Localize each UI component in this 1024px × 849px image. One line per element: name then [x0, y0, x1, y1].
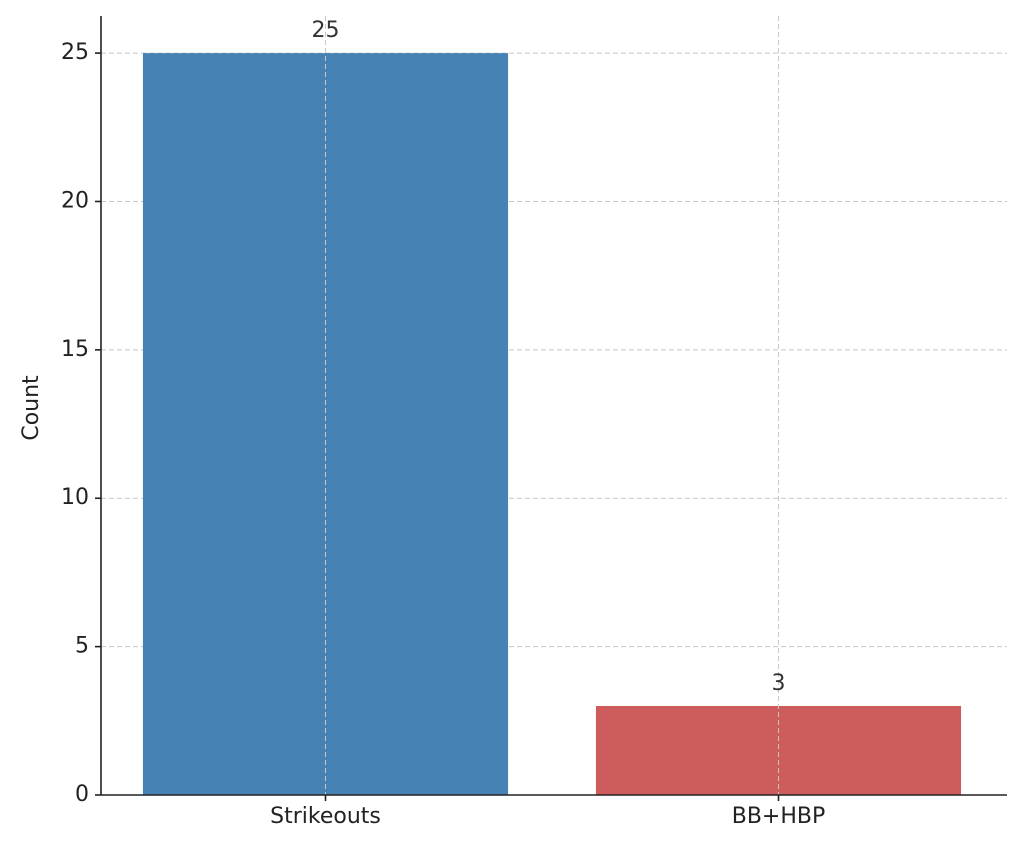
y-axis-label: Count — [19, 375, 44, 441]
y-tick-label: 25 — [61, 40, 89, 65]
bars — [142, 53, 962, 796]
value-label: 25 — [312, 18, 340, 43]
x-tick-label: BB+HBP — [732, 804, 826, 829]
bar — [595, 705, 962, 795]
y-tick-label: 0 — [75, 782, 89, 807]
overlay: 0 5 10 15 20 25 Strikeouts 25 BB+HBP 3 — [61, 16, 1007, 829]
y-tick-label: 20 — [61, 188, 89, 213]
y-tick-label: 10 — [61, 485, 89, 510]
x-tick-label: Strikeouts — [270, 804, 381, 829]
y-tick-label: 15 — [61, 337, 89, 362]
value-label: 3 — [772, 671, 786, 696]
y-tick-label: 5 — [75, 634, 89, 659]
